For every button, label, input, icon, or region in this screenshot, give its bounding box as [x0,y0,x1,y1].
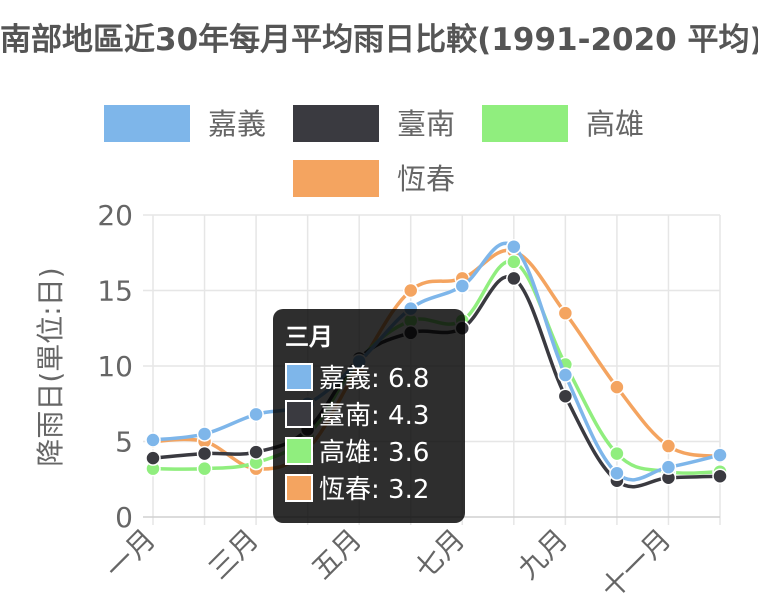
series-lines [145,238,728,489]
legend-label: 臺南 [397,107,455,141]
data-point[interactable] [506,254,522,270]
data-point[interactable] [196,426,213,442]
legend-label: 嘉義 [208,107,266,141]
legend-item[interactable]: 嘉義 [104,105,266,142]
data-point[interactable] [145,450,161,466]
x-tick-label: 九月 [511,523,574,586]
tooltip-swatch [285,436,313,465]
y-tick-label: 5 [115,426,133,459]
tooltip-row-hengchun: 恆春: 3.2 [285,469,465,506]
data-point[interactable] [609,465,625,481]
data-point[interactable] [660,459,677,475]
data-point[interactable] [712,468,728,484]
tooltip-row-tainan: 臺南: 4.3 [285,395,465,432]
x-tick-label: 三月 [202,523,265,586]
legend-label: 高雄 [586,107,644,141]
tooltip-row-chiayi: 嘉義: 6.8 [285,358,465,395]
tooltip-title: 三月 [285,323,333,351]
data-point[interactable] [454,278,471,294]
legend-item[interactable]: 高雄 [482,105,644,142]
data-point[interactable] [145,432,161,448]
data-point[interactable] [506,238,522,255]
data-point[interactable] [557,388,574,404]
legend-swatch [482,105,568,142]
x-axis: 一月 三月 五月 七月 九月 十一月 [99,523,677,599]
x-tick-label: 一月 [99,523,162,586]
tooltip-swatch [285,399,313,428]
legend-label: 恆春 [397,162,455,196]
tooltip-text: 嘉義: 6.8 [319,364,430,394]
x-tick-label: 七月 [408,523,471,586]
data-point[interactable] [248,406,264,423]
legend-swatch [293,105,379,142]
data-point[interactable] [609,379,625,395]
y-axis: 0 5 10 15 20 [97,199,133,534]
series-0 [145,238,728,482]
tooltip-swatch [285,362,313,391]
chart-title: 南部地區近30年每月平均雨日比較(1991-2020 平均) [0,22,758,58]
data-point[interactable] [402,282,419,299]
x-tick-label: 五月 [305,523,368,586]
data-point[interactable] [712,447,728,463]
legend-swatch [293,160,379,197]
data-point[interactable] [196,445,213,462]
data-point[interactable] [609,445,625,462]
data-point[interactable] [660,438,677,454]
data-point[interactable] [248,444,264,460]
data-point[interactable] [557,367,574,383]
y-tick-label: 0 [115,501,133,534]
legend-swatch [104,105,190,142]
tooltip-text: 恆春: 3.2 [319,475,430,505]
y-tick-label: 15 [97,275,133,308]
y-tick-label: 20 [97,199,133,232]
x-tick-label: 十一月 [595,523,678,599]
legend-item[interactable]: 臺南 [293,105,455,142]
tooltip-text: 臺南: 4.3 [319,401,430,431]
y-axis-label: 降雨日(單位:日) [34,267,67,466]
tooltip: 三月 嘉義: 6.8 臺南: 4.3 高雄: 3.6 恆春: 3.2 [273,309,465,523]
legend-item[interactable]: 恆春 [293,160,455,197]
data-point[interactable] [196,460,213,477]
tooltip-row-kaohsiung: 高雄: 3.6 [285,432,465,469]
y-tick-label: 10 [97,350,133,383]
tooltip-text: 高雄: 3.6 [319,438,430,468]
data-point[interactable] [506,270,522,287]
data-point[interactable] [557,305,574,321]
tooltip-swatch [285,473,313,502]
